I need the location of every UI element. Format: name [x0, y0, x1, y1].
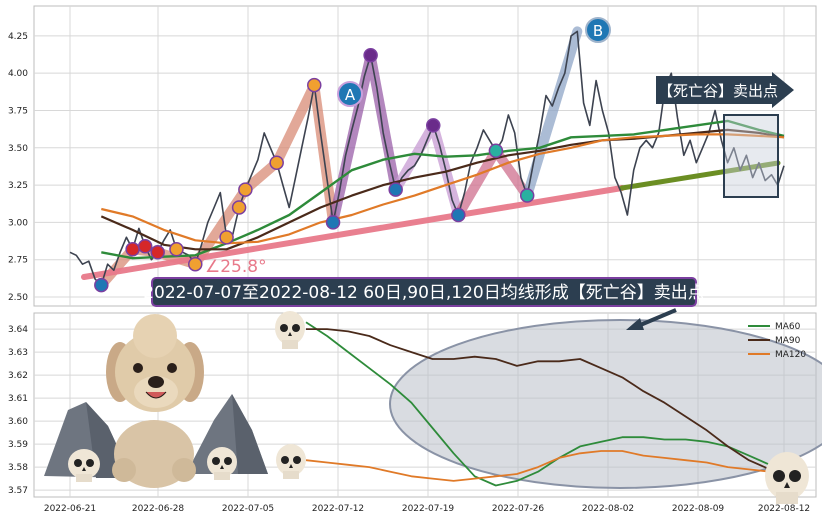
wave-marker [188, 256, 203, 272]
x-tick: 2022-08-09 [672, 504, 725, 514]
x-tick: 2022-06-28 [132, 504, 185, 514]
legend-ma60: MA60 [775, 322, 801, 332]
skull-icon [276, 444, 306, 479]
poodle-mascot [106, 314, 204, 488]
bottom-series [305, 321, 785, 487]
rock-right [186, 394, 268, 474]
x-tick: 2022-07-12 [312, 504, 364, 514]
wave-marker [169, 242, 184, 257]
danger-zone-ellipse [389, 319, 822, 489]
wave-a-label: A [345, 86, 356, 104]
ma60-line [305, 321, 785, 487]
ma90-line [306, 328, 785, 475]
sell-point-box [723, 114, 779, 198]
wave-a-badge: A [337, 81, 363, 107]
skull-icon [68, 449, 100, 482]
wave-marker [519, 188, 535, 203]
wave-marker [388, 182, 403, 197]
trend-line-projection [619, 160, 781, 191]
bottom-y-tick: 3.60 [8, 417, 28, 427]
x-tick: 2022-07-19 [402, 504, 455, 514]
top-y-tick: 4.00 [8, 69, 28, 79]
x-tick: 2022-08-02 [582, 504, 634, 514]
bottom-y-tick: 3.58 [8, 463, 28, 473]
bottom-y-tick: 3.64 [8, 325, 28, 335]
wave-marker [269, 155, 284, 170]
wave-marker [219, 230, 234, 245]
signal-banner: 2022-07-07至2022-08-12 60日,90日,120日均线形成【死… [143, 277, 705, 307]
wave-marker [238, 182, 253, 197]
legend-ma90: MA90 [775, 336, 801, 346]
x-tick: 2022-07-26 [492, 504, 545, 514]
x-tick: 2022-07-05 [222, 504, 274, 514]
bottom-y-tick: 3.57 [8, 486, 28, 496]
ma120-line [101, 133, 785, 245]
top-y-tick: 3.25 [8, 181, 28, 191]
bottom-y-tick: 3.59 [8, 440, 28, 450]
top-y-tick-labels: 2.50 2.75 3.00 3.25 3.50 3.75 4.00 4.25 [8, 32, 28, 303]
wave-marker [363, 48, 378, 63]
arrow-icon [626, 308, 677, 330]
wave-marker [150, 245, 165, 260]
bottom-y-tick: 3.62 [8, 371, 28, 381]
bottom-y-tick: 3.63 [8, 348, 28, 358]
trend-line [81, 185, 625, 280]
skull-icon [207, 447, 237, 480]
top-y-tick: 3.50 [8, 144, 28, 154]
wave-marker [488, 143, 504, 159]
sell-sign-label: 【死亡谷】卖出点 [658, 82, 778, 100]
signal-banner-text: 2022-07-07至2022-08-12 60日,90日,120日均线形成【死… [143, 283, 705, 303]
wave-band [522, 26, 583, 201]
top-y-tick: 3.75 [8, 106, 28, 116]
wave-marker [325, 215, 341, 230]
top-y-tick: 4.25 [8, 32, 28, 42]
wave-marker [451, 207, 466, 223]
sell-sign: 【死亡谷】卖出点 [656, 72, 794, 108]
ma60-line [101, 119, 785, 260]
wave-markers [94, 48, 535, 293]
wave-marker [231, 200, 247, 215]
bottom-y-tick: 3.61 [8, 394, 28, 404]
top-y-tick: 3.00 [8, 218, 28, 228]
wave-marker [137, 239, 153, 254]
top-y-tick: 2.50 [8, 293, 28, 303]
skull-icon [275, 311, 305, 349]
x-tick-labels: 2022-06-21 2022-06-28 2022-07-05 2022-07-12… [44, 504, 810, 514]
wave-b-label: B [593, 22, 603, 40]
skull-icon [765, 452, 809, 504]
x-tick: 2022-06-21 [44, 504, 96, 514]
bottom-y-tick-labels: 3.57 3.58 3.59 3.60 3.61 3.62 3.63 3.64 [8, 325, 28, 496]
top-y-tick: 2.75 [8, 256, 28, 266]
wave-marker [125, 242, 140, 257]
wave-marker [94, 277, 109, 293]
wave-b-badge: B [585, 17, 611, 43]
x-tick: 2022-08-12 [758, 504, 810, 514]
legend-ma120: MA120 [775, 350, 806, 360]
wave-marker [426, 118, 441, 133]
ma120-line [305, 450, 784, 482]
wave-marker [307, 77, 322, 93]
legend: MA60 MA90 MA120 [748, 322, 806, 360]
angle-annotation: ∠25.8° [205, 257, 267, 277]
